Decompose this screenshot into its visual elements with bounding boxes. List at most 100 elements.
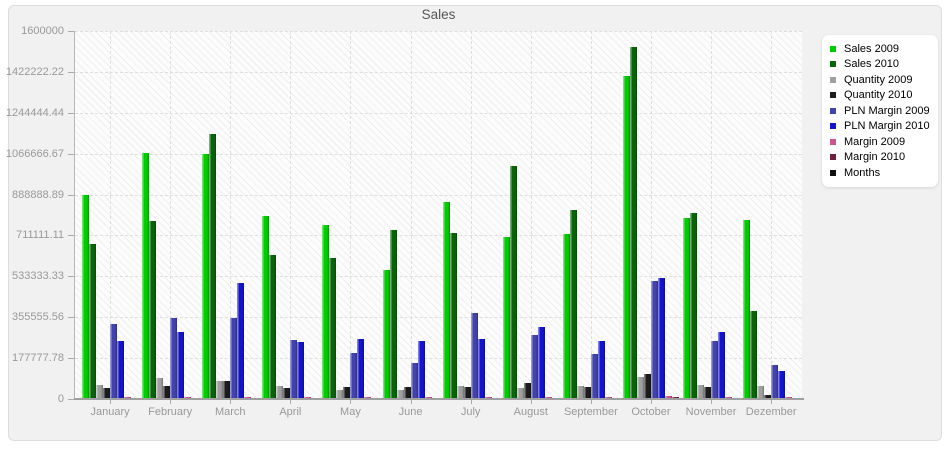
- x-axis-label-dezember: Dezember: [745, 406, 797, 418]
- y-axis-label: 533333.33: [12, 270, 64, 283]
- legend-item-margin-2010[interactable]: Margin 2010: [830, 150, 932, 166]
- bar-sales-2010-february[interactable]: [149, 221, 157, 399]
- bar-quantity-2010-dezember[interactable]: [764, 395, 772, 399]
- bar-sales-2009-may[interactable]: [322, 225, 330, 399]
- bar-pln-margin-2009-october[interactable]: [650, 281, 658, 399]
- bar-sales-2009-july[interactable]: [442, 202, 450, 399]
- bar-quantity-2009-november[interactable]: [697, 385, 705, 399]
- bar-quantity-2009-january[interactable]: [96, 385, 104, 399]
- legend-item-months[interactable]: Months: [830, 165, 932, 181]
- bar-sales-2009-november[interactable]: [683, 218, 691, 399]
- bar-pln-margin-2009-january[interactable]: [110, 324, 118, 399]
- bar-quantity-2010-april[interactable]: [283, 388, 291, 399]
- y-axis-tick: [68, 194, 74, 196]
- bar-pln-margin-2009-dezember[interactable]: [771, 365, 779, 399]
- bar-quantity-2009-april[interactable]: [276, 386, 284, 399]
- bar-pln-margin-2010-september[interactable]: [597, 341, 605, 399]
- gridline-vertical: [470, 31, 472, 399]
- bar-quantity-2010-may[interactable]: [343, 387, 351, 399]
- bar-pln-margin-2009-june[interactable]: [410, 363, 418, 399]
- bar-quantity-2010-october[interactable]: [643, 374, 651, 399]
- gridline-vertical: [711, 31, 713, 399]
- bar-sales-2010-august[interactable]: [509, 166, 517, 399]
- bar-sales-2010-january[interactable]: [89, 244, 97, 399]
- bar-quantity-2010-september[interactable]: [583, 387, 591, 399]
- bar-quantity-2009-july[interactable]: [456, 386, 464, 399]
- x-axis-label-january: January: [90, 406, 130, 418]
- bar-quantity-2010-august[interactable]: [523, 383, 531, 399]
- bar-quantity-2009-dezember[interactable]: [757, 386, 765, 399]
- bar-group-april: [260, 31, 320, 399]
- bar-sales-2009-dezember[interactable]: [743, 220, 751, 399]
- bar-pln-margin-2010-dezember[interactable]: [778, 371, 786, 399]
- bar-quantity-2010-january[interactable]: [103, 388, 111, 399]
- bar-pln-margin-2010-june[interactable]: [417, 341, 425, 399]
- bar-pln-margin-2009-july[interactable]: [470, 313, 478, 399]
- y-axis-line: [74, 31, 75, 399]
- bar-group-june: [381, 31, 441, 399]
- bar-quantity-2009-august[interactable]: [516, 388, 524, 399]
- bar-sales-2010-april[interactable]: [269, 255, 277, 399]
- bar-quantity-2010-july[interactable]: [463, 387, 471, 399]
- bar-sales-2009-june[interactable]: [382, 270, 390, 399]
- bar-pln-margin-2010-november[interactable]: [718, 332, 726, 399]
- bar-sales-2010-november[interactable]: [690, 213, 698, 399]
- gridline-vertical: [170, 31, 172, 399]
- bar-quantity-2009-february[interactable]: [156, 378, 164, 399]
- bar-sales-2009-september[interactable]: [562, 234, 570, 399]
- bar-sales-2009-january[interactable]: [82, 195, 90, 399]
- bar-pln-margin-2009-february[interactable]: [170, 318, 178, 399]
- bar-quantity-2009-june[interactable]: [396, 390, 404, 399]
- legend-item-pln-margin-2010[interactable]: PLN Margin 2010: [830, 119, 932, 135]
- bar-pln-margin-2010-august[interactable]: [537, 327, 545, 399]
- bar-sales-2009-april[interactable]: [262, 216, 270, 399]
- bar-pln-margin-2009-september[interactable]: [590, 354, 598, 399]
- bar-pln-margin-2010-april[interactable]: [297, 342, 305, 399]
- legend-item-quantity-2009[interactable]: Quantity 2009: [830, 72, 932, 88]
- bar-group-may: [320, 31, 380, 399]
- x-axis-label-april: April: [279, 406, 302, 418]
- bar-quantity-2010-march[interactable]: [223, 381, 231, 399]
- bar-pln-margin-2010-october[interactable]: [657, 278, 665, 399]
- legend-item-sales-2010[interactable]: Sales 2010: [830, 57, 932, 73]
- bar-sales-2009-october[interactable]: [622, 76, 630, 399]
- bar-sales-2010-july[interactable]: [449, 233, 457, 399]
- bar-sales-2010-dezember[interactable]: [750, 311, 758, 399]
- bar-pln-margin-2009-november[interactable]: [711, 341, 719, 399]
- legend-item-sales-2009[interactable]: Sales 2009: [830, 41, 932, 57]
- y-axis-tick: [68, 358, 74, 360]
- legend-item-quantity-2010[interactable]: Quantity 2010: [830, 88, 932, 104]
- bar-pln-margin-2009-march[interactable]: [230, 318, 238, 399]
- bar-sales-2009-february[interactable]: [142, 153, 150, 399]
- legend-label: Sales 2009: [844, 42, 900, 55]
- bar-sales-2010-september[interactable]: [569, 210, 577, 399]
- legend-item-margin-2009[interactable]: Margin 2009: [830, 134, 932, 150]
- legend-item-pln-margin-2009[interactable]: PLN Margin 2009: [830, 103, 932, 119]
- bar-quantity-2009-september[interactable]: [576, 386, 584, 399]
- bar-quantity-2010-february[interactable]: [163, 386, 171, 399]
- x-axis-label-february: February: [148, 406, 193, 418]
- bar-sales-2009-august[interactable]: [502, 237, 510, 399]
- bar-pln-margin-2009-august[interactable]: [530, 335, 538, 399]
- bar-quantity-2010-june[interactable]: [403, 387, 411, 399]
- bar-sales-2010-march[interactable]: [209, 134, 217, 399]
- bar-pln-margin-2010-may[interactable]: [357, 339, 365, 399]
- bar-quantity-2010-november[interactable]: [704, 387, 712, 399]
- bar-sales-2010-may[interactable]: [329, 258, 337, 399]
- bar-quantity-2009-october[interactable]: [636, 377, 644, 399]
- bar-pln-margin-2010-march[interactable]: [237, 283, 245, 399]
- bar-pln-margin-2010-january[interactable]: [117, 341, 125, 399]
- bar-pln-margin-2010-july[interactable]: [477, 339, 485, 399]
- bar-sales-2010-october[interactable]: [629, 47, 637, 399]
- x-axis-label-september: September: [563, 406, 618, 418]
- bar-pln-margin-2009-april[interactable]: [290, 340, 298, 399]
- bar-pln-margin-2009-may[interactable]: [350, 353, 358, 399]
- bar-quantity-2009-march[interactable]: [216, 381, 224, 399]
- bar-quantity-2009-may[interactable]: [336, 390, 344, 399]
- gridline-vertical: [230, 31, 232, 399]
- gridline-vertical: [110, 31, 112, 399]
- bar-sales-2009-march[interactable]: [202, 154, 210, 399]
- bar-pln-margin-2010-february[interactable]: [177, 332, 185, 399]
- bar-margin-2009-october[interactable]: [664, 396, 672, 399]
- bar-sales-2010-june[interactable]: [389, 230, 397, 399]
